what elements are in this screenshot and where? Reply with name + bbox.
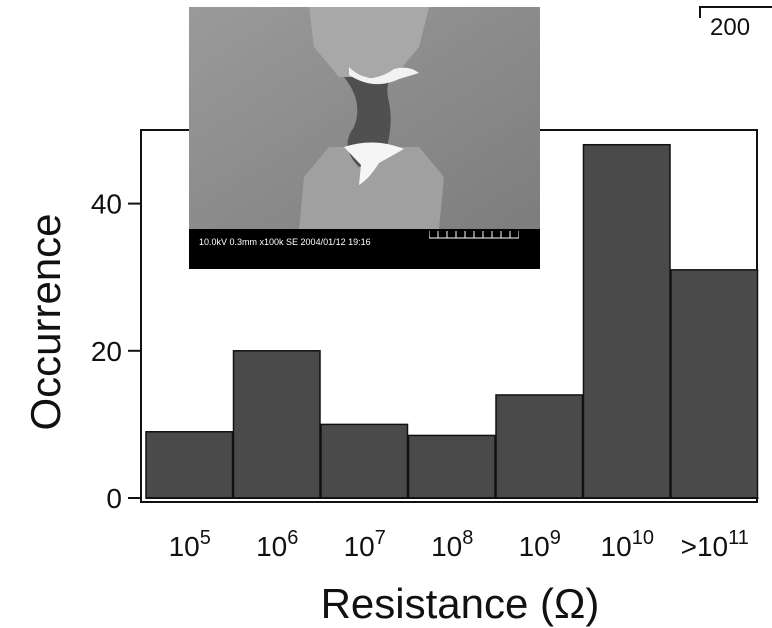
x-axis-label: Resistance (Ω) (321, 580, 600, 627)
y-tick-label-20: 20 (91, 336, 122, 367)
corner-scale-mark (699, 6, 772, 18)
sem-scale-bar (429, 231, 519, 239)
sem-info-text: 10.0kV 0.3mm x100k SE 2004/01/12 19:16 (199, 237, 371, 247)
bar-1 (232, 350, 321, 499)
sem-info-bar (189, 229, 540, 269)
bar-4 (495, 394, 584, 499)
x-tick-label-2: 107 (344, 527, 386, 562)
x-tick-label-0: 105 (169, 527, 211, 562)
y-tick-label-0: 0 (106, 483, 122, 514)
x-tick-label-1: 106 (256, 527, 298, 562)
y-axis: 0 20 40 (91, 189, 141, 514)
y-tick-label-40: 40 (91, 189, 122, 220)
bar-3 (407, 434, 496, 499)
bar-5 (582, 143, 671, 499)
sem-image (189, 7, 540, 229)
x-tick-label-4: 109 (519, 527, 561, 562)
bar-2 (320, 423, 409, 499)
x-tick-label-3: 108 (431, 527, 473, 562)
corner-label: 200 (710, 14, 751, 41)
bars-group (145, 143, 759, 499)
x-tick-labels: 105 106 107 108 109 1010 >1011 (169, 527, 749, 562)
bar-6 (670, 269, 759, 499)
sem-micrograph-inset: 10.0kV 0.3mm x100k SE 2004/01/12 19:16 3… (189, 7, 540, 269)
bar-0 (145, 431, 234, 499)
y-axis-label: Occurrence (22, 213, 69, 430)
x-tick-label-6: >1011 (681, 527, 749, 562)
x-tick-label-5: 1010 (601, 527, 654, 562)
